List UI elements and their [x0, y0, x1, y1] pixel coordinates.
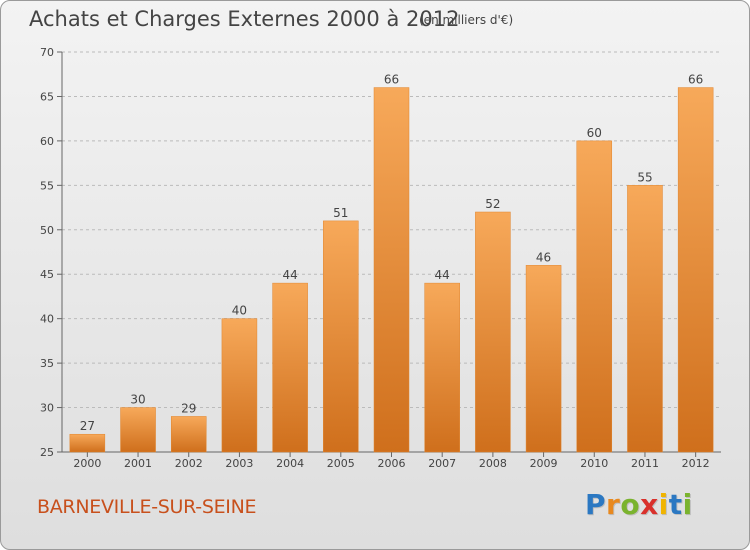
x-tick-label: 2008 [479, 457, 507, 470]
data-label: 40 [232, 304, 247, 318]
bar [69, 433, 106, 453]
data-label: 44 [435, 268, 450, 282]
logo-letter: o [620, 488, 641, 521]
x-tick-label: 2009 [530, 457, 558, 470]
x-tick-label: 2010 [580, 457, 608, 470]
data-label: 52 [485, 197, 500, 211]
logo-letter: i [658, 488, 669, 521]
data-label: 55 [637, 170, 652, 184]
bar [424, 282, 460, 453]
data-label: 66 [384, 73, 399, 87]
bar [221, 318, 258, 453]
logo-letter: t [668, 488, 683, 521]
x-tick-label: 2003 [225, 457, 253, 470]
bar [120, 407, 156, 453]
x-tick-label: 2000 [73, 457, 101, 470]
data-label: 30 [130, 393, 145, 407]
bar [475, 211, 511, 453]
x-tick-label: 2005 [327, 457, 355, 470]
y-tick-label: 25 [40, 446, 54, 459]
logo-letter: r [606, 488, 621, 521]
city-name: BARNEVILLE-SUR-SEINE [37, 496, 257, 518]
y-tick-label: 60 [40, 135, 54, 148]
x-tick-label: 2011 [631, 457, 659, 470]
y-tick-label: 55 [40, 179, 54, 192]
y-tick-label: 50 [40, 224, 54, 237]
y-tick-label: 45 [40, 268, 54, 281]
x-tick-label: 2004 [276, 457, 304, 470]
data-label: 29 [181, 401, 196, 415]
bar [525, 265, 562, 453]
bar [323, 220, 359, 453]
y-tick-label: 65 [40, 90, 54, 103]
x-tick-label: 2012 [682, 457, 710, 470]
y-tick-label: 40 [40, 313, 54, 326]
logo-letter: x [640, 488, 659, 521]
data-label: 46 [536, 250, 551, 264]
bar [576, 140, 613, 453]
data-label: 44 [282, 268, 297, 282]
logo-letter: P [585, 488, 607, 521]
data-label: 27 [80, 419, 95, 433]
x-tick-label: 2002 [175, 457, 203, 470]
bar [170, 416, 207, 453]
x-tick-label: 2006 [378, 457, 406, 470]
y-tick-label: 30 [40, 402, 54, 415]
x-tick-label: 2007 [428, 457, 456, 470]
bar [272, 282, 308, 453]
bar-layer [69, 87, 714, 453]
data-label: 51 [333, 206, 348, 220]
x-tick-label: 2001 [124, 457, 152, 470]
bar [677, 87, 714, 453]
proxiti-logo: Proxiti [585, 488, 693, 521]
chart-subtitle: (en milliers d'€) [419, 13, 514, 27]
data-label: 66 [688, 73, 703, 87]
bar [627, 185, 663, 453]
label-layer: 27 30 29 40 44 51 66 44 52 46 60 55 66 [80, 73, 704, 434]
chart-title: Achats et Charges Externes 2000 à 2012 [29, 7, 460, 31]
logo-letter: i [682, 488, 693, 521]
y-tick-label: 35 [40, 357, 54, 370]
data-label: 60 [587, 126, 602, 140]
y-tick-label: 70 [40, 46, 54, 59]
bar [373, 87, 410, 453]
